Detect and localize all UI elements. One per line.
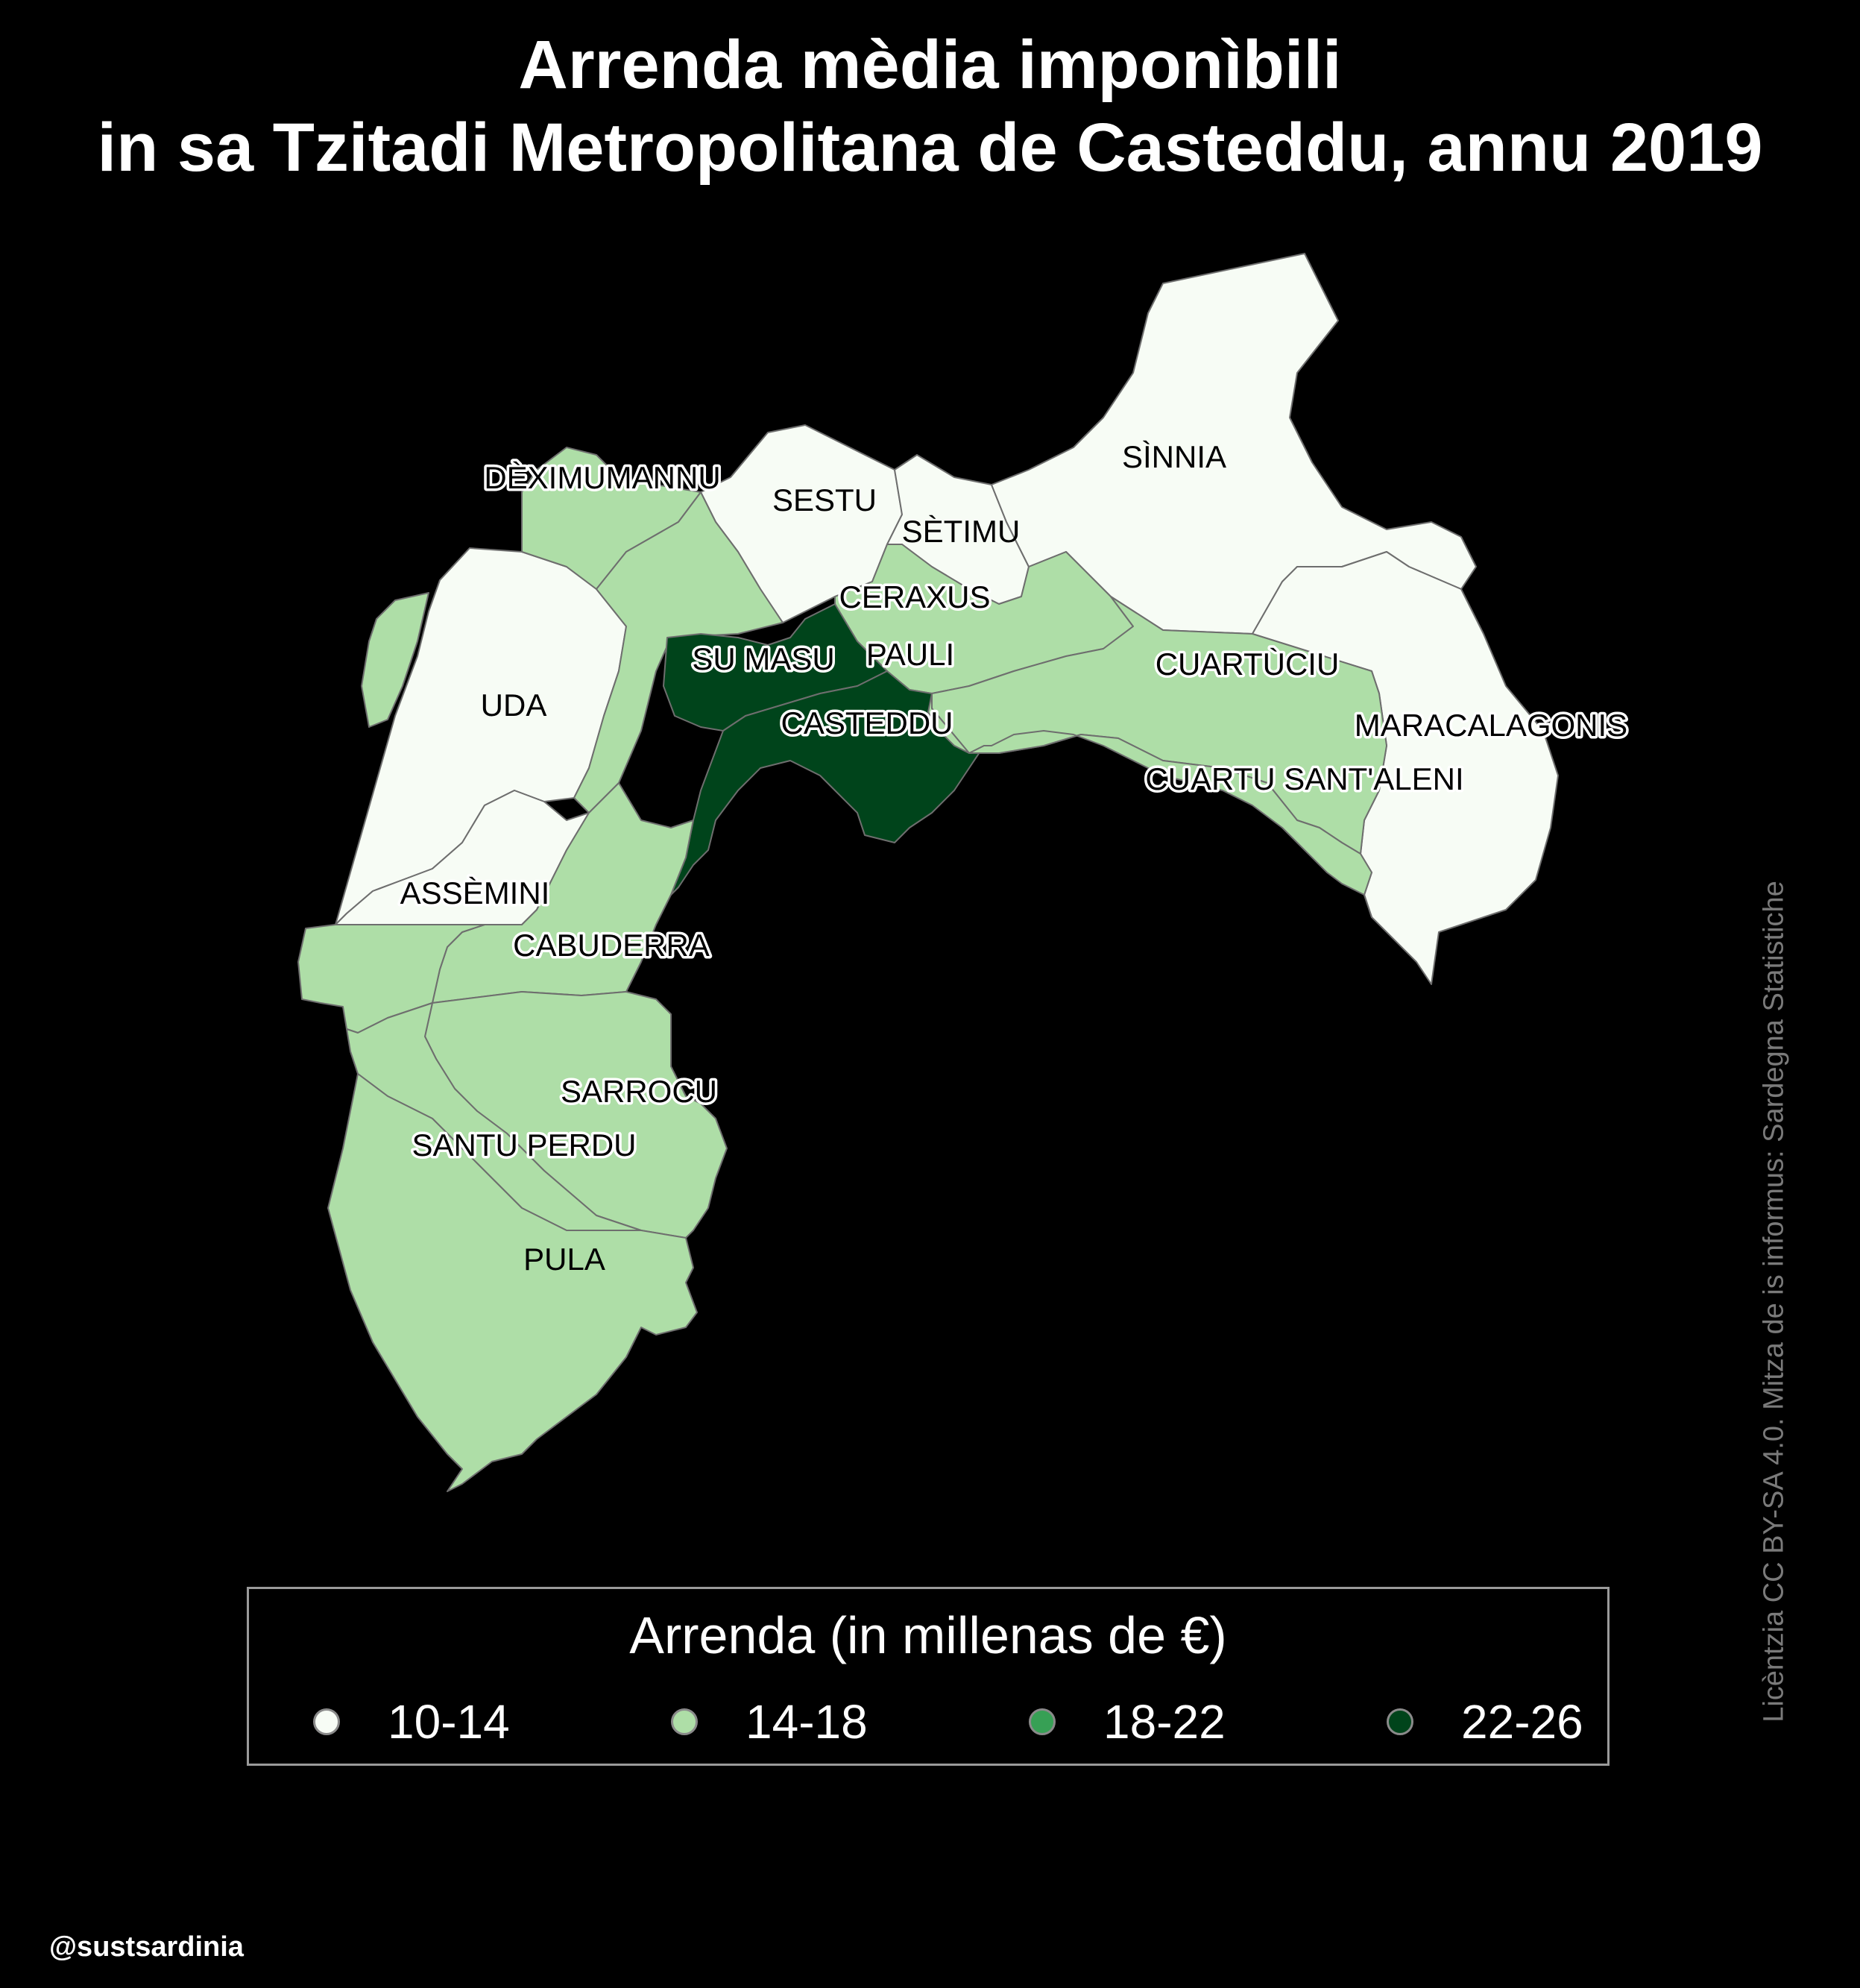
legend-swatch-14-18 [671, 1708, 698, 1735]
map-legend: Arrenda (in millenas de €) 10-14 14-18 1… [247, 1587, 1610, 1766]
legend-title: Arrenda (in millenas de €) [629, 1606, 1227, 1664]
legend-swatch-10-14 [313, 1708, 340, 1735]
label-sestu: SESTU [772, 482, 877, 518]
label-su-masu: SU MASU [692, 641, 834, 676]
legend-swatch-22-26 [1387, 1708, 1413, 1735]
region-central-strip [573, 491, 784, 814]
label-maracalagonis: MARACALAGONIS [1355, 708, 1627, 743]
label-cabuderra: CABUDERRA [513, 928, 710, 963]
region-cuartu-santaleni [927, 693, 1372, 918]
legend-swatch-18-22 [1029, 1708, 1056, 1735]
license-credit: Licèntzia CC BY-SA 4.0. Mitza de is info… [1758, 881, 1790, 1723]
municipality-labels: DÈXIMUMANNU SESTU SÌNNIA SÈTIMU CERAXUS … [397, 439, 1630, 1277]
label-uda: UDA [481, 688, 547, 723]
label-cuartuciu: CUARTÙCIU [1156, 647, 1340, 682]
label-deximumannu: DÈXIMUMANNU [484, 460, 720, 495]
map-title-line-1: Arrenda mèdia imponìbili [518, 27, 1342, 103]
region-western-strip [361, 592, 429, 728]
map-title-line-2: in sa Tzitadi Metropolitana de Casteddu,… [97, 110, 1763, 186]
legend-label-10-14: 10-14 [388, 1695, 510, 1749]
label-setimu: SÈTIMU [902, 514, 1021, 549]
label-pauli: PAULI [866, 637, 954, 672]
legend-label-22-26: 22-26 [1461, 1695, 1583, 1749]
author-handle: @sustsardinia [49, 1931, 244, 1963]
legend-label-14-18: 14-18 [745, 1695, 868, 1749]
label-assemini: ASSÈMINI [400, 875, 550, 910]
label-sinnia: SÌNNIA [1122, 439, 1226, 474]
region-pula [327, 1073, 698, 1492]
label-ceraxus: CERAXUS [839, 579, 990, 614]
municipality-polygons [297, 253, 1559, 1492]
label-pula: PULA [523, 1242, 605, 1277]
label-cuartu-santaleni: CUARTU SANT'ALENI [1145, 761, 1463, 796]
label-sarrocu: SARROCU [561, 1074, 717, 1109]
label-santu-perdu: SANTU PERDU [412, 1127, 636, 1163]
label-casteddu: CASTEDDU [781, 705, 953, 740]
legend-label-18-22: 18-22 [1103, 1695, 1226, 1749]
choropleth-map: DÈXIMUMANNU SESTU SÌNNIA SÈTIMU CERAXUS … [297, 253, 1630, 1492]
region-casteddu [670, 670, 985, 896]
